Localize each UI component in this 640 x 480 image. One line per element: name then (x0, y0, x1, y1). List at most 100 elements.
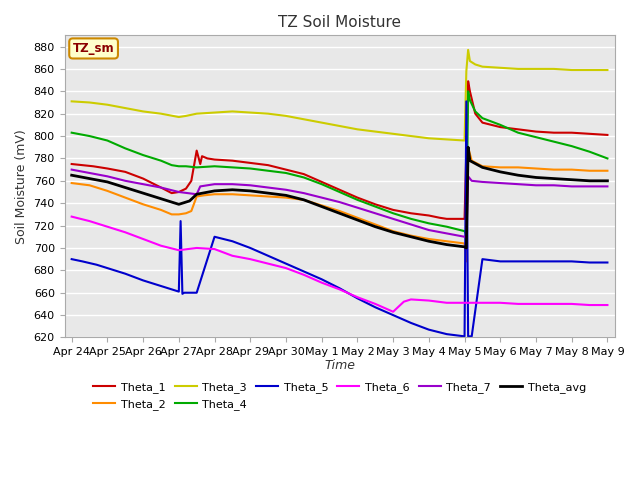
Theta_1 (353, 195, 361, 201)
Theta_1 (389, 207, 397, 213)
Theta_6 (282, 265, 290, 271)
Theta_1 (175, 189, 182, 195)
Theta_7 (228, 181, 236, 187)
Theta_avg (300, 197, 308, 203)
Theta_6 (336, 287, 344, 292)
Theta_4 (443, 224, 451, 229)
Theta_1 (550, 130, 557, 135)
Theta_2 (461, 240, 468, 246)
Theta_avg (211, 188, 218, 194)
Theta_1 (104, 166, 111, 171)
Theta_3 (193, 111, 200, 117)
Theta_4 (282, 170, 290, 176)
Theta_3 (550, 66, 557, 72)
Theta_6 (211, 246, 218, 252)
Theta_5 (264, 253, 272, 259)
Theta_3 (532, 66, 540, 72)
X-axis label: Time: Time (324, 359, 355, 372)
Theta_3 (604, 67, 611, 73)
Theta_7 (468, 178, 476, 184)
Theta_6 (157, 243, 165, 249)
Theta_1 (336, 187, 344, 192)
Theta_1 (407, 210, 415, 216)
Theta_1 (443, 216, 451, 222)
Theta_1 (193, 148, 200, 154)
Theta_2 (468, 158, 476, 164)
Theta_avg (104, 179, 111, 185)
Theta_6 (371, 301, 379, 307)
Theta_2 (193, 193, 200, 199)
Theta_4 (353, 197, 361, 203)
Theta_6 (246, 256, 254, 262)
Theta_6 (264, 261, 272, 266)
Theta_6 (300, 272, 308, 278)
Theta_1 (89, 163, 97, 169)
Theta_avg (461, 244, 468, 250)
Theta_7 (532, 182, 540, 188)
Theta_7 (515, 181, 522, 187)
Theta_1 (168, 190, 175, 196)
Theta_3 (389, 131, 397, 137)
Theta_avg (515, 172, 522, 178)
Theta_1 (282, 167, 290, 172)
Theta_1 (425, 213, 433, 218)
Theta_1 (228, 158, 236, 164)
Theta_2 (407, 233, 415, 239)
Theta_3 (586, 67, 593, 73)
Theta_4 (122, 145, 129, 151)
Theta_6 (86, 218, 93, 224)
Theta_7 (193, 192, 200, 197)
Theta_2 (532, 166, 540, 171)
Theta_avg (228, 187, 236, 192)
Theta_1 (300, 171, 308, 177)
Theta_3 (353, 126, 361, 132)
Theta_7 (353, 205, 361, 211)
Theta_6 (425, 298, 433, 303)
Theta_1 (79, 162, 86, 168)
Theta_avg (463, 245, 470, 251)
Theta_avg (193, 192, 200, 197)
Theta_avg (497, 169, 504, 175)
Theta_2 (122, 195, 129, 201)
Theta_1 (264, 162, 272, 168)
Title: TZ Soil Moisture: TZ Soil Moisture (278, 15, 401, 30)
Theta_avg (175, 202, 182, 207)
Theta_4 (168, 162, 175, 168)
Theta_5 (79, 259, 86, 264)
Theta_4 (228, 165, 236, 170)
Theta_1 (246, 160, 254, 166)
Theta_7 (300, 190, 308, 196)
Theta_2 (140, 202, 147, 207)
Theta_3 (515, 66, 522, 72)
Theta_3 (497, 65, 504, 71)
Theta_1 (188, 178, 195, 184)
Theta_5 (464, 334, 472, 339)
Theta_6 (400, 299, 408, 304)
Theta_1 (204, 156, 211, 161)
Theta_4 (246, 166, 254, 171)
Theta_5 (479, 256, 486, 262)
Line: Theta_7: Theta_7 (72, 169, 607, 238)
Theta_1 (568, 130, 575, 135)
Theta_3 (122, 105, 129, 111)
Theta_4 (532, 134, 540, 140)
Theta_avg (550, 176, 557, 181)
Theta_5 (425, 327, 433, 333)
Theta_5 (282, 261, 290, 266)
Theta_7 (497, 180, 504, 186)
Theta_5 (157, 283, 165, 289)
Theta_1 (479, 120, 486, 125)
Theta_3 (264, 111, 272, 117)
Theta_4 (568, 143, 575, 149)
Theta_3 (175, 114, 182, 120)
Theta_1 (182, 186, 190, 192)
Theta_2 (479, 163, 486, 169)
Theta_2 (264, 193, 272, 199)
Theta_2 (515, 165, 522, 170)
Theta_4 (157, 158, 165, 164)
Theta_1 (454, 216, 461, 222)
Theta_2 (86, 182, 93, 188)
Theta_6 (532, 301, 540, 307)
Theta_6 (568, 301, 575, 307)
Theta_5 (389, 312, 397, 318)
